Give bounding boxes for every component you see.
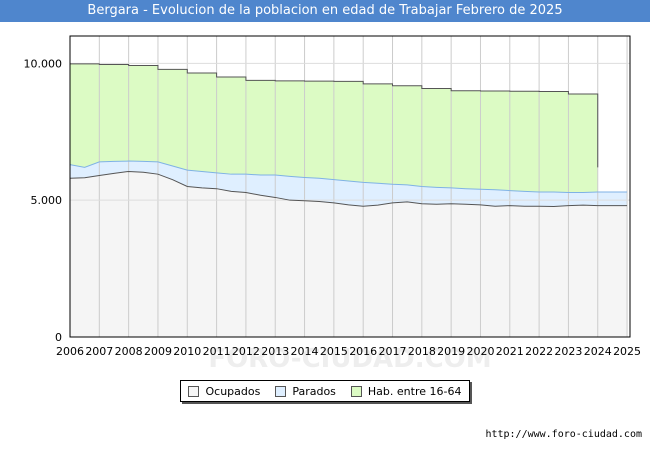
y-tick-label-0: 0 — [55, 331, 62, 344]
x-tick-label-2016: 2016 — [349, 345, 377, 358]
watermark-text: FORO-CIUDAD.COM — [208, 344, 491, 374]
x-tick-label-2017: 2017 — [379, 345, 407, 358]
source-url[interactable]: http://www.foro-ciudad.com — [485, 429, 642, 440]
chart-title: Bergara - Evolucion de la poblacion en e… — [0, 0, 650, 22]
x-tick-label-2009: 2009 — [144, 345, 172, 358]
x-tick-label-2022: 2022 — [525, 345, 553, 358]
series-line-parados — [69, 160, 628, 194]
x-tick-label-2014: 2014 — [291, 345, 319, 358]
x-tick-label-2021: 2021 — [496, 345, 524, 358]
legend-swatch-ocupados — [188, 385, 200, 397]
x-tick-label-2025: 2025 — [613, 345, 641, 358]
x-tick-label-2011: 2011 — [203, 345, 231, 358]
x-tick-label-2012: 2012 — [232, 345, 260, 358]
x-tick-label-2020: 2020 — [466, 345, 494, 358]
x-tick-label-2018: 2018 — [408, 345, 436, 358]
x-tick-label-2010: 2010 — [173, 345, 201, 358]
x-tick-label-2023: 2023 — [554, 345, 582, 358]
legend-item-ocupados: Ocupados — [188, 385, 260, 398]
series-line-hab — [70, 63, 599, 168]
x-tick-label-2006: 2006 — [56, 345, 84, 358]
legend-label-hab: Hab. entre 16-64 — [367, 384, 462, 398]
chart-frame: FORO-CIUDAD.COM 2006 2007 2008 2009 2010 2011 2… — [0, 22, 650, 450]
x-tick-label-2015: 2015 — [320, 345, 348, 358]
legend-label-ocupados: Ocupados — [205, 384, 261, 398]
series-line-ocupados — [69, 170, 628, 207]
y-tick-label-10000: 10.000 — [24, 57, 63, 70]
series-area-ocupados — [70, 171, 628, 337]
x-tick-label-2013: 2013 — [261, 345, 289, 358]
legend-item-hab: Hab. entre 16-64 — [350, 384, 462, 398]
legend-swatch-parados — [275, 385, 287, 397]
x-tick-label-2007: 2007 — [85, 345, 113, 358]
x-tick-label-2019: 2019 — [437, 345, 465, 358]
y-tick-label-5000: 5.000 — [31, 194, 63, 207]
legend-swatch-hab — [350, 385, 362, 397]
legend-item-parados: Parados — [275, 385, 336, 398]
x-tick-label-2024: 2024 — [584, 345, 612, 358]
chart-legend: Ocupados Parados Hab. entre 16-64 — [180, 380, 470, 402]
plot-border — [69, 35, 631, 338]
x-tick-label-2008: 2008 — [115, 345, 143, 358]
legend-label-parados: Parados — [292, 384, 336, 398]
